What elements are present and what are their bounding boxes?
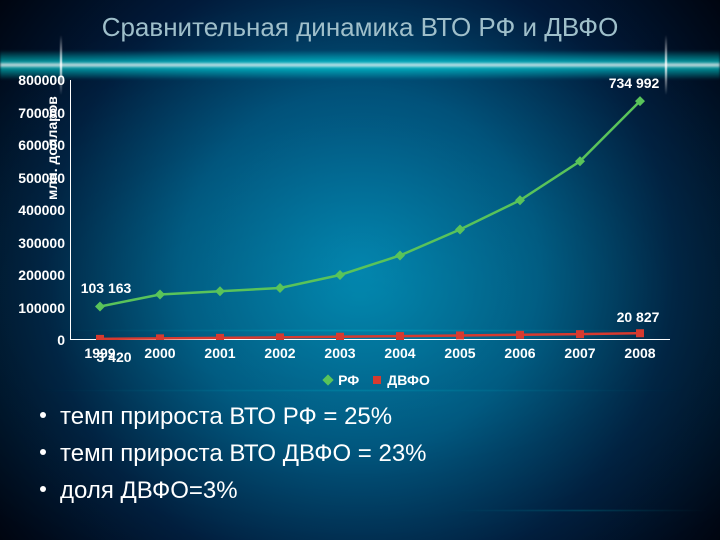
- y-tick-label: 700000: [5, 105, 65, 121]
- bullet-dot-icon: [40, 449, 46, 455]
- bullet-text: темп прироста ВТО ДВФО = 23%: [60, 435, 427, 472]
- y-tick-label: 200000: [5, 267, 65, 283]
- legend-swatch: [373, 376, 381, 384]
- y-tick-label: 600000: [5, 137, 65, 153]
- data-label: 103 163: [81, 280, 132, 296]
- legend-label: ДВФО: [387, 372, 430, 388]
- x-tick-label: 2000: [144, 345, 175, 361]
- data-label: 3 420: [96, 349, 131, 365]
- x-tick-label: 2003: [324, 345, 355, 361]
- x-tick-label: 2006: [504, 345, 535, 361]
- chart-svg: [70, 80, 670, 340]
- bullet-text: доля ДВФО=3%: [60, 472, 238, 509]
- legend-swatch: [322, 374, 333, 385]
- bullet-item: темп прироста ВТО ДВФО = 23%: [40, 435, 640, 472]
- data-label: 20 827: [617, 309, 660, 325]
- x-tick-label: 2004: [384, 345, 415, 361]
- x-tick-label: 2002: [264, 345, 295, 361]
- slide-title: Сравнительная динамика ВТО РФ и ДВФО: [0, 12, 720, 43]
- bullet-item: темп прироста ВТО РФ = 25%: [40, 398, 640, 435]
- y-tick-label: 800000: [5, 72, 65, 88]
- y-tick-label: 500000: [5, 170, 65, 186]
- x-tick-label: 2001: [204, 345, 235, 361]
- bullet-list: темп прироста ВТО РФ = 25%темп прироста …: [40, 398, 640, 510]
- x-tick-label: 2005: [444, 345, 475, 361]
- bullet-text: темп прироста ВТО РФ = 25%: [60, 398, 392, 435]
- slide: Сравнительная динамика ВТО РФ и ДВФО млн…: [0, 0, 720, 540]
- chart: 0100000200000300000400000500000600000700…: [70, 80, 670, 340]
- y-tick-label: 400000: [5, 202, 65, 218]
- legend: РФ ДВФО: [70, 372, 670, 388]
- bullet-item: доля ДВФО=3%: [40, 472, 640, 509]
- decorative-streak: [450, 510, 710, 511]
- legend-label: РФ: [338, 372, 359, 388]
- decorative-streak: [30, 390, 690, 391]
- x-tick-label: 2007: [564, 345, 595, 361]
- data-label: 734 992: [609, 75, 660, 91]
- y-tick-label: 300000: [5, 235, 65, 251]
- bullet-dot-icon: [40, 412, 46, 418]
- x-tick-label: 2008: [624, 345, 655, 361]
- y-tick-label: 100000: [5, 300, 65, 316]
- y-tick-label: 0: [5, 332, 65, 348]
- bullet-dot-icon: [40, 486, 46, 492]
